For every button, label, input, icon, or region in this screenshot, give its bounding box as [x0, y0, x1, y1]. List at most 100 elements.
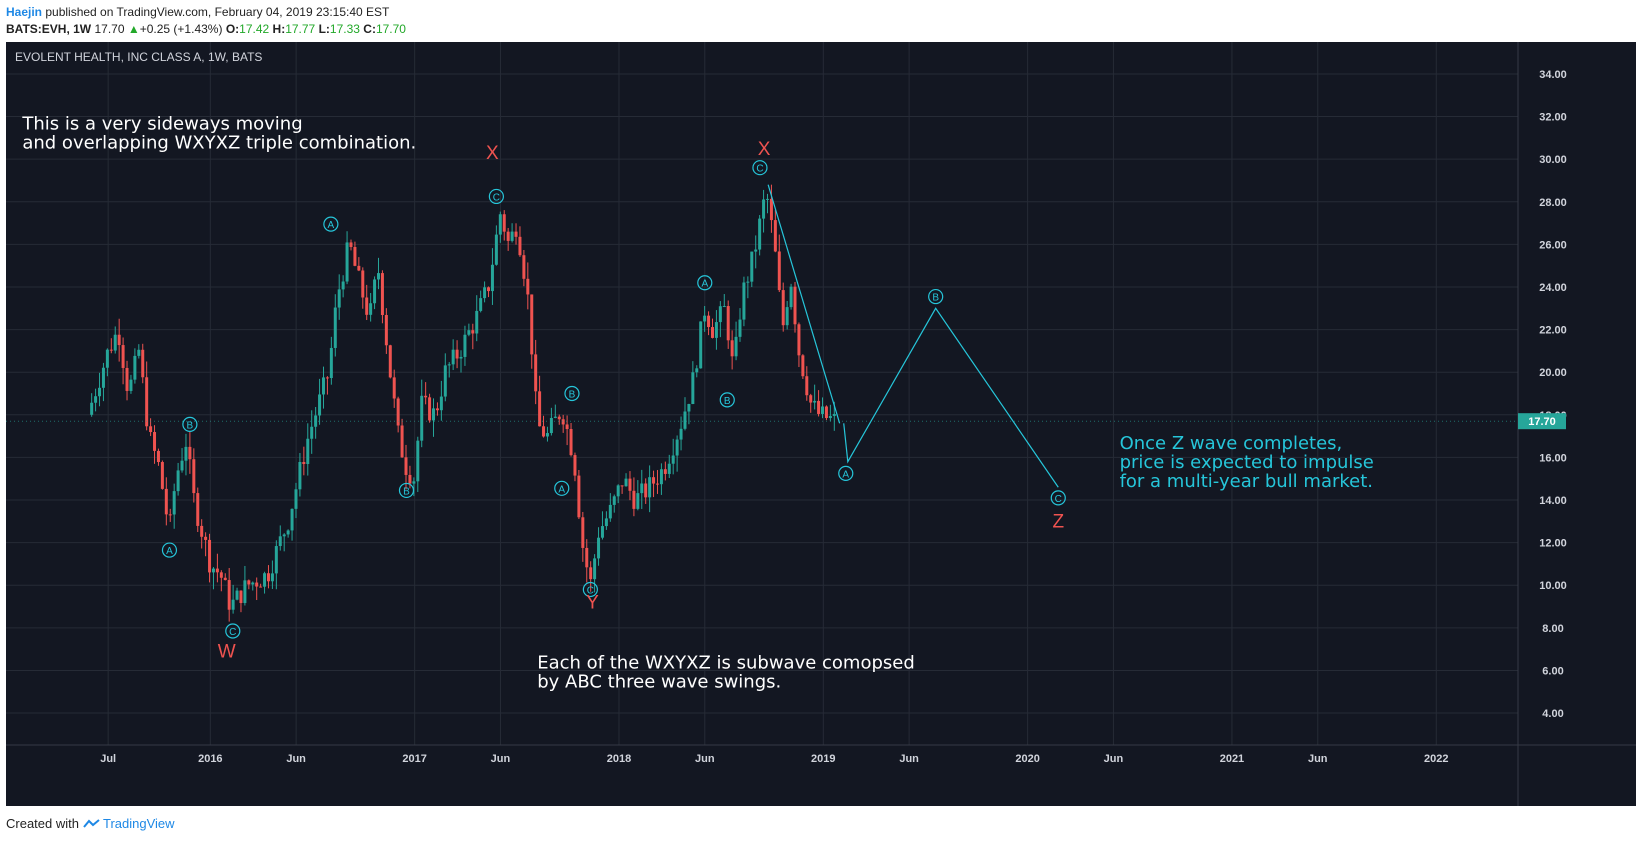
candle-body — [117, 334, 121, 346]
candle-body — [730, 340, 734, 357]
candle-body — [502, 214, 506, 232]
candle-body — [231, 599, 235, 610]
candle-body — [188, 446, 192, 460]
y-tick-label: 30.00 — [1539, 154, 1567, 166]
wave-degree-label: X — [758, 139, 771, 160]
candle-body — [223, 577, 227, 581]
candle-body — [345, 242, 349, 282]
wave-circle-label: C — [587, 585, 594, 596]
up-arrow-icon: ▲ — [127, 22, 140, 36]
footer: Created with TradingView — [6, 816, 175, 831]
tradingview-logo-icon — [83, 819, 100, 828]
y-tick-label: 28.00 — [1539, 197, 1567, 209]
candle-body — [353, 246, 357, 266]
candle-body — [113, 334, 117, 351]
candle-body — [597, 537, 601, 559]
candle-body — [349, 242, 353, 247]
candle-body — [369, 303, 373, 315]
candle-body — [549, 417, 553, 434]
wave-circle — [697, 275, 713, 291]
candle-body — [274, 546, 278, 574]
candle-body — [192, 459, 196, 494]
last-price: 17.70 — [94, 22, 125, 36]
candle-body — [428, 397, 432, 421]
candle-body — [365, 297, 369, 315]
candle-body — [141, 349, 145, 378]
candle-body — [408, 474, 412, 484]
wave-circle — [161, 542, 178, 558]
y-tick-label: 8.00 — [1542, 623, 1563, 635]
candle-body — [581, 517, 585, 548]
candle-body — [318, 394, 322, 416]
wave-circle-label: A — [328, 220, 335, 231]
wave-circle — [564, 385, 580, 402]
x-tick-label: Jun — [1308, 753, 1328, 765]
candle-body — [655, 483, 659, 485]
candle-body — [196, 493, 200, 526]
candle-body — [762, 199, 766, 219]
candle-body — [184, 446, 188, 461]
candle-body — [306, 438, 310, 465]
x-tick-label: Jun — [899, 753, 919, 765]
candle-body — [290, 508, 294, 531]
candle-body — [652, 477, 656, 484]
candle-body — [333, 307, 337, 348]
candle-body — [742, 282, 746, 320]
author-name[interactable]: Haejin — [6, 5, 43, 19]
high-value: 17.77 — [285, 22, 316, 36]
wave-circle-label: A — [842, 469, 849, 480]
candle-body — [538, 391, 542, 427]
x-tick-label: Jun — [1104, 753, 1124, 765]
candle-body — [479, 298, 483, 311]
candle-body — [624, 478, 628, 487]
candle-body — [781, 290, 785, 326]
candle-body — [341, 281, 345, 290]
tradingview-link[interactable]: TradingView — [102, 816, 175, 831]
candle-body — [522, 255, 526, 279]
candle-body — [545, 433, 549, 437]
candle-body — [105, 349, 109, 368]
candle-body — [129, 379, 133, 391]
candle-body — [785, 307, 789, 326]
candle-body — [247, 580, 251, 585]
candle-body — [412, 481, 416, 484]
wave-circle — [719, 392, 735, 408]
candle-body — [510, 231, 514, 241]
x-tick-label: 2022 — [1424, 753, 1448, 765]
candle-body — [125, 367, 129, 391]
x-tick-label: 2018 — [607, 753, 631, 765]
candle-body — [671, 455, 675, 464]
y-tick-label: 26.00 — [1539, 239, 1567, 251]
candle-body — [443, 365, 447, 397]
candle-body — [718, 306, 722, 323]
candle-body — [828, 415, 832, 419]
y-tick-label: 34.00 — [1539, 69, 1567, 81]
x-tick-label: Jun — [286, 753, 306, 765]
x-tick-label: 2021 — [1220, 753, 1244, 765]
wave-circle — [838, 465, 854, 481]
wave-circle — [582, 581, 598, 598]
candle-body — [565, 424, 569, 430]
candle-body — [561, 419, 565, 425]
candle-body — [424, 395, 428, 398]
wave-lines — [767, 184, 1059, 488]
candle-body — [793, 286, 797, 325]
candle-body — [691, 372, 695, 404]
candle-body — [620, 485, 624, 487]
candle-body — [459, 356, 463, 359]
candle-body — [687, 403, 691, 412]
annotation-line: This is a very sideways moving — [21, 113, 302, 134]
axes[interactable]: 34.00 32.00 30.00 28.00 26.00 24.00 22.00 20.00… — [6, 69, 1567, 765]
candle-body — [435, 408, 439, 411]
candle-body — [487, 287, 491, 292]
candle-body — [286, 530, 290, 535]
candle-body — [667, 463, 671, 474]
wave-circle — [1050, 490, 1066, 506]
grid — [6, 42, 1518, 745]
wave-projection-line — [843, 307, 1059, 488]
x-tick-label: Jul — [100, 753, 116, 765]
symbol-name: BATS:EVH, 1W — [6, 22, 92, 36]
